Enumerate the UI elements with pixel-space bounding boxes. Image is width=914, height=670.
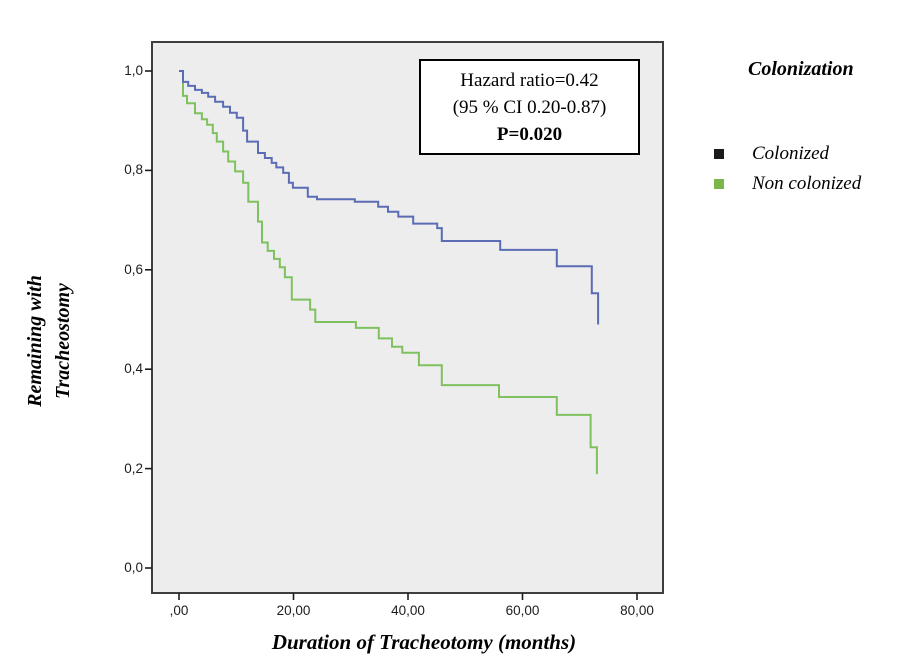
non-colonized-square-marker-icon xyxy=(714,179,724,189)
y-tick-label: 0,2 xyxy=(124,460,143,476)
legend-label-colonized: Colonized xyxy=(752,143,830,164)
x-tick-label: 80,00 xyxy=(620,603,654,618)
x-tick-label: ,00 xyxy=(169,603,189,618)
hazard-ratio-annotation-box: Hazard ratio=0.42 (95 % CI 0.20-0.87) P=… xyxy=(419,59,640,155)
x-axis-label: Duration of Tracheotomy (months) xyxy=(271,630,577,654)
y-tick-label: 0,6 xyxy=(124,261,143,277)
annotation-line-confidence-interval: (95 % CI 0.20-0.87) xyxy=(452,96,607,118)
y-axis-label-line2: Tracheostomy xyxy=(52,283,74,399)
y-tick-label: 0,4 xyxy=(124,361,143,377)
y-tick-label: 0,0 xyxy=(124,560,143,575)
annotation-line-p-value: P=0.020 xyxy=(496,123,563,145)
y-axis-label-line1: Remaining with xyxy=(24,275,46,407)
x-tick-label: 60,00 xyxy=(505,603,540,618)
colonized-square-marker-icon xyxy=(714,149,724,159)
legend-label-non-colonized: Non colonized xyxy=(752,173,862,194)
x-tick-label: 40,00 xyxy=(391,603,425,618)
legend-item-non-colonized: Non colonized xyxy=(714,173,861,195)
legend-title: Colonization xyxy=(748,58,854,80)
colonized-curve xyxy=(179,70,600,325)
y-axis-label: Remaining with Tracheostomy xyxy=(21,191,79,491)
non-colonized-curve xyxy=(179,70,598,475)
y-tick-label: 0,8 xyxy=(124,162,143,178)
y-tick-label: 1,0 xyxy=(124,63,143,78)
legend-item-colonized: Colonized xyxy=(714,143,829,165)
annotation-line-hazard-ratio: Hazard ratio=0.42 xyxy=(460,69,599,91)
x-tick-label: 20,00 xyxy=(276,603,311,618)
